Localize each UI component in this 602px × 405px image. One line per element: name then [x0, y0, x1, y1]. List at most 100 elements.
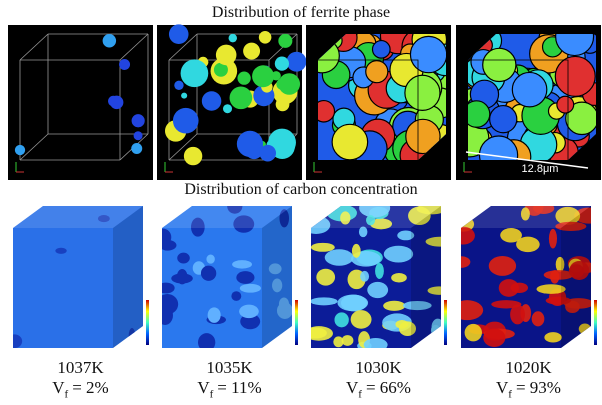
- grain: [483, 48, 516, 81]
- spot: [155, 201, 172, 223]
- fraction-symbol: V: [346, 378, 358, 397]
- grain: [410, 36, 446, 72]
- spot: [316, 269, 335, 286]
- fraction-value: = 11%: [217, 378, 261, 397]
- fraction-symbol: V: [496, 378, 508, 397]
- grain: [243, 43, 260, 60]
- grain: [557, 96, 574, 113]
- spot: [359, 226, 367, 237]
- grain: [15, 145, 25, 155]
- spot: [157, 283, 174, 294]
- side-shade: [113, 206, 143, 348]
- grain: [555, 56, 595, 96]
- grain: [119, 59, 130, 70]
- grain: [259, 31, 272, 44]
- colorbar: [146, 300, 149, 345]
- grain: [276, 79, 287, 90]
- spot: [352, 244, 361, 258]
- spot: [177, 253, 190, 264]
- spot: [465, 324, 482, 342]
- grain: [332, 124, 368, 160]
- spot: [325, 249, 354, 265]
- spot: [364, 338, 388, 351]
- fraction-subscript: f: [210, 388, 214, 400]
- spot: [232, 260, 252, 269]
- grain: [237, 72, 250, 85]
- grain: [202, 91, 222, 111]
- spot: [391, 273, 407, 282]
- spot: [239, 305, 259, 318]
- scale-label: 12.8μm: [522, 163, 559, 175]
- grain: [110, 96, 123, 109]
- spot: [491, 300, 521, 308]
- spot: [236, 271, 254, 284]
- grain: [173, 108, 199, 134]
- section-title: Distribution of ferrite phase: [0, 4, 602, 22]
- spot: [360, 271, 369, 282]
- grain: [287, 52, 307, 72]
- grain: [131, 143, 142, 154]
- fraction-subscript: f: [358, 388, 362, 400]
- spot: [375, 263, 384, 279]
- spot: [311, 243, 335, 252]
- spot: [483, 328, 505, 347]
- grain: [174, 81, 183, 90]
- fraction: Vf= 93%: [456, 378, 601, 404]
- spot: [383, 301, 405, 311]
- spot: [452, 256, 470, 268]
- spot: [310, 297, 337, 305]
- fraction-value: = 93%: [516, 378, 561, 397]
- spot: [55, 248, 66, 254]
- fraction-symbol: V: [197, 378, 209, 397]
- spot: [489, 256, 516, 276]
- fraction-value: = 66%: [366, 378, 411, 397]
- grain: [181, 93, 187, 99]
- panel-bg: [8, 25, 153, 180]
- grain: [134, 131, 143, 140]
- temperature: 1035K: [157, 358, 302, 378]
- spot: [384, 246, 413, 263]
- colorbar: [444, 300, 447, 345]
- grain: [237, 131, 263, 157]
- grain: [252, 65, 274, 87]
- spot: [240, 284, 261, 293]
- grain: [490, 106, 517, 133]
- fraction: Vf= 11%: [157, 378, 302, 404]
- fraction: Vf= 2%: [8, 378, 153, 404]
- grain: [556, 18, 594, 56]
- grain: [405, 75, 440, 110]
- spot: [549, 229, 557, 249]
- spot: [334, 312, 348, 327]
- temperature: 1037K: [8, 358, 153, 378]
- caption: 1037KVf= 2%: [8, 358, 153, 404]
- spot: [7, 334, 22, 348]
- spot: [305, 326, 333, 341]
- panels: 12.8μm: [0, 0, 602, 405]
- grain: [278, 34, 292, 48]
- spot: [177, 269, 188, 284]
- section-title: Distribution of carbon concentration: [0, 181, 602, 199]
- grain: [372, 41, 390, 59]
- spot: [337, 295, 368, 311]
- spot: [532, 311, 545, 326]
- fraction-subscript: f: [65, 388, 69, 400]
- colorbar: [295, 300, 298, 345]
- grain: [366, 61, 388, 83]
- spot: [351, 310, 372, 329]
- spot: [516, 237, 540, 252]
- grain: [103, 34, 116, 47]
- spot: [206, 255, 214, 264]
- grain: [184, 147, 202, 165]
- spot: [201, 266, 216, 281]
- temperature: 1020K: [456, 358, 601, 378]
- grain: [230, 87, 253, 110]
- side-shade: [262, 206, 292, 348]
- grain: [169, 24, 189, 44]
- fraction: Vf = 66%: [306, 378, 451, 404]
- side-shade: [411, 206, 441, 348]
- spot: [208, 307, 221, 323]
- grain: [512, 72, 546, 106]
- grain: [259, 145, 276, 162]
